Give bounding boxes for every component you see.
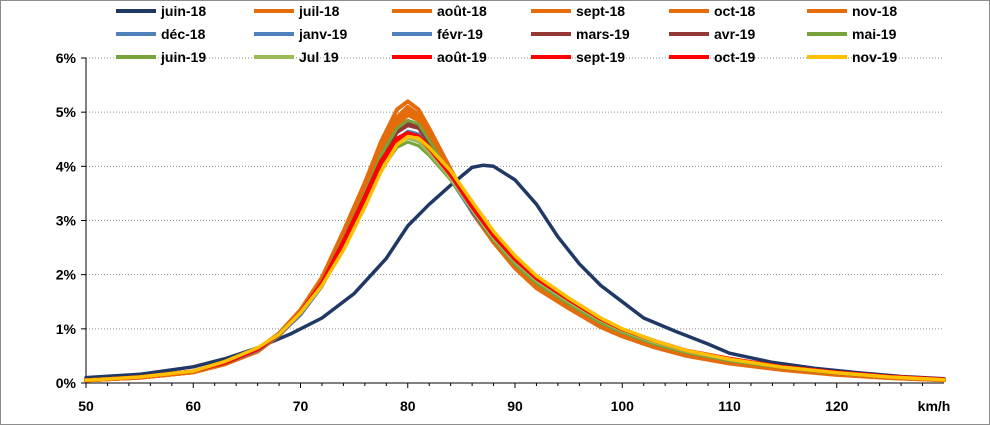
legend-label: oct-18 <box>714 3 755 19</box>
x-axis-label: km/h <box>918 398 951 414</box>
series-line-3 <box>84 112 946 383</box>
legend-label: oct-19 <box>714 49 755 65</box>
legend-label: août-18 <box>437 3 487 19</box>
series-line-17 <box>84 134 946 383</box>
legend-label: sept-19 <box>576 49 625 65</box>
legend-label: avr-19 <box>714 26 755 42</box>
x-tick-label: 120 <box>825 398 849 414</box>
x-tick-label: 60 <box>185 398 201 414</box>
y-tick-label: 1% <box>56 321 77 337</box>
legend-label: août-19 <box>437 49 487 65</box>
x-tick-label: 110 <box>718 398 741 414</box>
legend-label: févr-19 <box>437 26 483 42</box>
y-tick-label: 6% <box>56 50 77 66</box>
legend-label: mai-19 <box>852 26 897 42</box>
legend-label: Jul 19 <box>299 49 339 65</box>
series-line-0 <box>84 163 946 381</box>
legend-label: mars-19 <box>576 26 630 42</box>
y-tick-label: 4% <box>56 158 77 174</box>
series-line-10 <box>84 121 946 382</box>
y-tick-label: 3% <box>56 213 77 229</box>
axes: 0% 1% 2% 3% 4% 5% 6% 50 60 70 80 90 100 110 120 km/h <box>56 50 951 414</box>
x-tick-label: 90 <box>507 398 523 414</box>
legend-label: sept-18 <box>576 3 625 19</box>
series-line-11 <box>84 118 946 382</box>
legend: juin-18 juil-18 août-18 sept-18 oct-18 nov-18… <box>116 3 897 65</box>
gridlines <box>86 57 944 330</box>
series-line-9 <box>84 124 946 382</box>
series-line-4 <box>84 110 946 383</box>
legend-label: juil-18 <box>298 3 340 19</box>
legend-label: janv-19 <box>298 26 347 42</box>
y-tick-label: 5% <box>56 104 77 120</box>
series-lines <box>84 99 946 383</box>
legend-label: nov-19 <box>852 49 897 65</box>
x-tick-label: 70 <box>293 398 309 414</box>
y-tick-label: 2% <box>56 267 77 283</box>
series-line-5 <box>84 107 946 383</box>
series-line-2 <box>84 99 946 383</box>
legend-label: juin-19 <box>160 49 206 65</box>
series-line-1 <box>84 104 946 383</box>
x-tick-label: 50 <box>78 398 94 414</box>
x-tick-label: 80 <box>400 398 416 414</box>
legend-label: déc-18 <box>161 26 206 42</box>
y-tick-label: 0% <box>56 375 77 391</box>
legend-label: juin-18 <box>160 3 206 19</box>
x-tick-label: 100 <box>611 398 635 414</box>
legend-label: nov-18 <box>852 3 897 19</box>
